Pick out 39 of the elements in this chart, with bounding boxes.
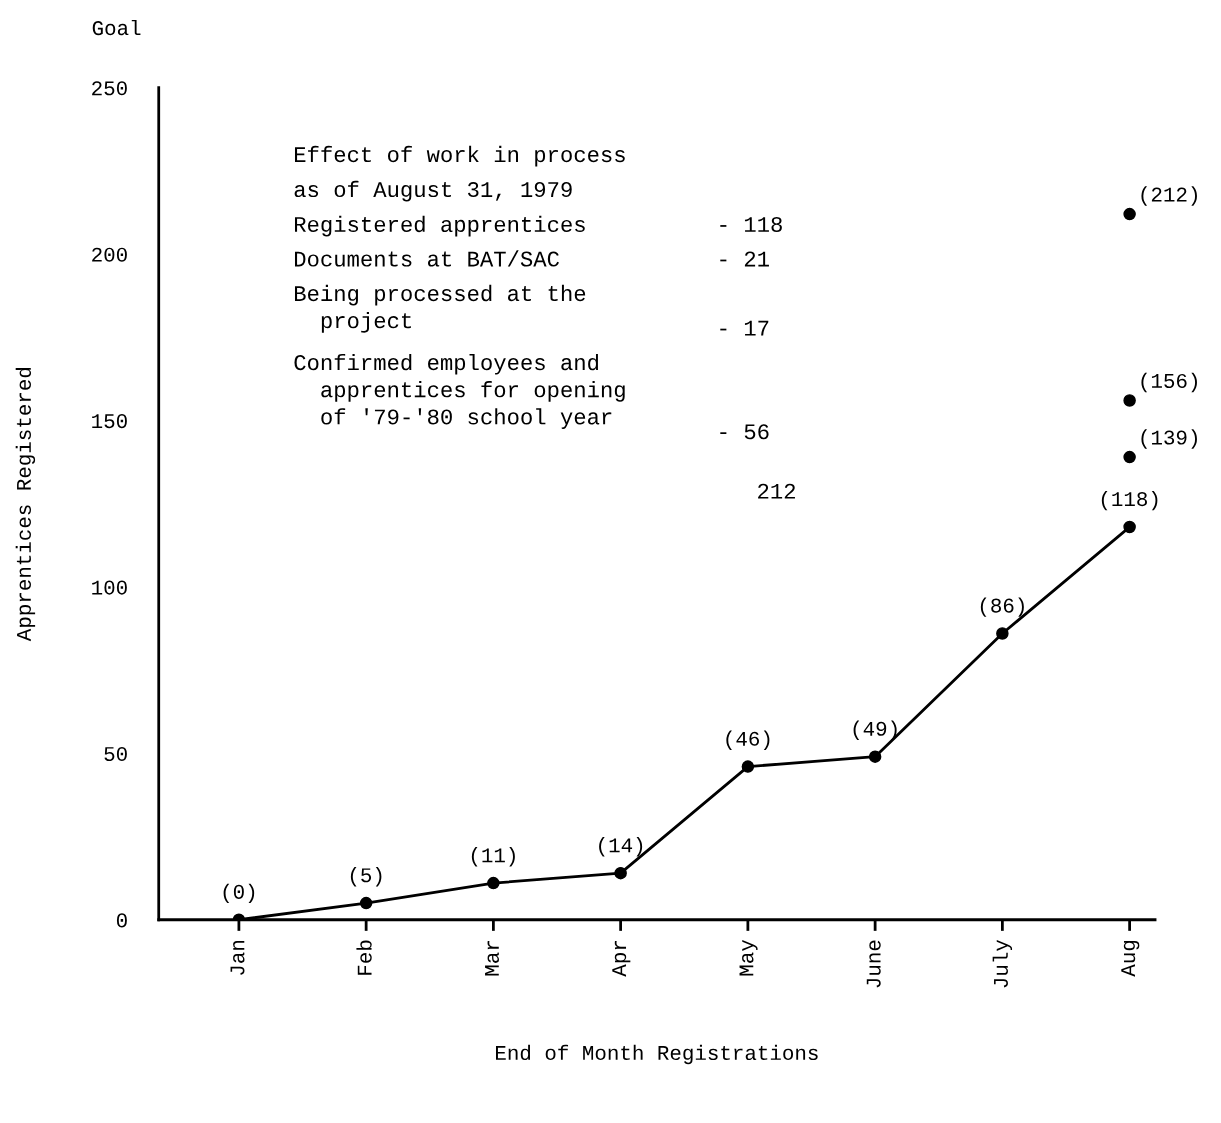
- data-label: (86): [980, 597, 1024, 617]
- annotation: - 118: [720, 216, 782, 233]
- x-tick-label: May: [739, 939, 758, 976]
- x-axis-title: End of Month Registrations: [496, 1044, 818, 1065]
- y-tick-label: 50: [104, 746, 127, 762]
- y-tick-label: 100: [92, 580, 127, 595]
- annotation: as of August 31, 1979: [294, 180, 572, 202]
- x-tick-label: Apr: [612, 941, 631, 977]
- annotation: - 17: [720, 320, 769, 336]
- x-tick-label: Jan: [230, 941, 245, 975]
- y-axis-title: Apprentices Registered: [15, 367, 36, 642]
- y-tick-label: 250: [92, 81, 127, 96]
- data-label: (139): [1141, 429, 1197, 449]
- data-label: (5): [350, 867, 382, 887]
- data-label: (46): [726, 730, 770, 750]
- x-tick-label: Feb: [356, 940, 372, 975]
- y-tick-label: 0: [116, 913, 127, 928]
- text: Goal: [92, 19, 141, 36]
- x-tick-label: July: [992, 939, 1013, 988]
- data-label: (14): [599, 837, 643, 857]
- x-tick-label: Aug: [1121, 940, 1140, 977]
- annotation: - 21: [720, 251, 769, 267]
- annotation: Effect of work in process: [294, 145, 625, 167]
- annotation: Being processed at the project: [294, 284, 586, 333]
- annotation: 212: [758, 483, 795, 499]
- data-label: (212): [1141, 186, 1197, 206]
- y-tick-label: 200: [92, 247, 127, 262]
- y-tick-label: 150: [92, 414, 127, 429]
- data-label: (49): [853, 720, 897, 740]
- data-label: (11): [471, 847, 515, 867]
- x-tick-label: June: [866, 940, 881, 988]
- annotation: - 56: [720, 424, 769, 440]
- annotation: Documents at BAT/SAC: [294, 250, 559, 267]
- annotation: Registered apprentices: [294, 215, 585, 237]
- annotation: Confirmed employees and apprentices for opening of '79-'80 school year: [294, 353, 625, 429]
- data-label: (118): [1101, 490, 1158, 511]
- data-label: (0): [223, 883, 255, 904]
- data-label: (156): [1141, 372, 1197, 393]
- x-tick-label: Mar: [485, 941, 499, 976]
